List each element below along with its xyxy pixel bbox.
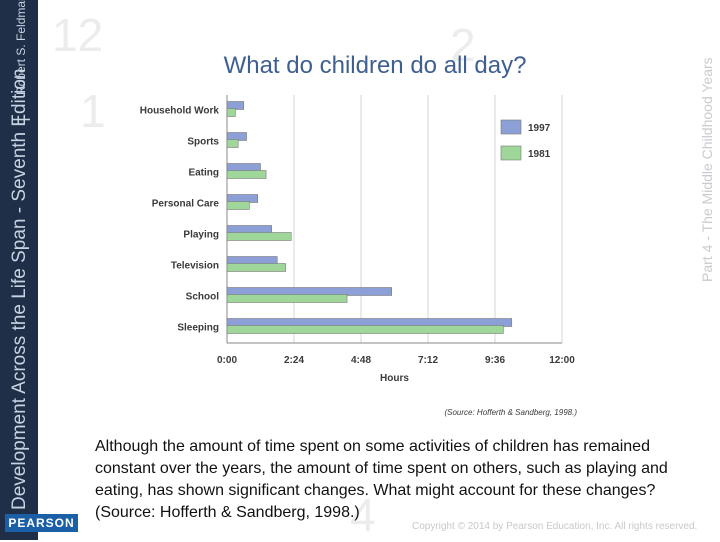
legend-swatch-1997 bbox=[500, 119, 522, 135]
bar-1981 bbox=[226, 263, 286, 272]
pearson-logo: PEARSON bbox=[5, 514, 78, 532]
author-name: Robert S. Feldman bbox=[14, 0, 28, 95]
legend-swatch-1981 bbox=[500, 145, 522, 161]
category-label: Playing bbox=[183, 230, 219, 241]
chart-source-note: (Source: Hofferth & Sandberg, 1998.) bbox=[444, 408, 577, 417]
bar-1981 bbox=[226, 170, 267, 179]
category-label: Household Work bbox=[140, 106, 220, 117]
x-tick-label: 7:12 bbox=[418, 355, 438, 366]
background-number: 4 bbox=[350, 489, 376, 541]
sidebar-separator: | bbox=[10, 117, 31, 122]
legend-label-1997: 1997 bbox=[528, 123, 551, 134]
body-paragraph: Although the amount of time spent on som… bbox=[95, 438, 668, 521]
bar-1981 bbox=[226, 139, 239, 148]
slide-title: What do children do all day? bbox=[223, 52, 527, 79]
category-label: Eating bbox=[188, 168, 219, 179]
x-tick-label: 2:24 bbox=[284, 355, 304, 366]
category-label: Television bbox=[171, 261, 219, 272]
bar-chart: Household Work Sports Eating Personal Care P… bbox=[140, 95, 577, 417]
bar-1981 bbox=[226, 294, 348, 303]
x-tick-label: 9:36 bbox=[485, 355, 505, 366]
x-tick-label: 4:48 bbox=[351, 355, 371, 366]
background-number: 12 bbox=[52, 9, 104, 61]
x-tick-label: 12:00 bbox=[549, 355, 575, 366]
bar-1981 bbox=[226, 232, 292, 241]
category-label: Sports bbox=[187, 137, 219, 148]
category-label: School bbox=[186, 292, 220, 303]
sidebar: Development Across the Life Span - Seven… bbox=[0, 0, 38, 540]
category-label: Personal Care bbox=[152, 199, 220, 210]
legend-label-1981: 1981 bbox=[528, 149, 551, 160]
part-label: Part 4 - The Middle Childhood Years bbox=[699, 57, 715, 282]
bar-1981 bbox=[226, 325, 504, 334]
x-tick-label: 0:00 bbox=[217, 355, 237, 366]
background-number: 2 bbox=[450, 19, 476, 71]
background-number: 1 bbox=[80, 85, 106, 137]
x-axis-label: Hours bbox=[380, 373, 409, 384]
copyright-notice: Copyright © 2014 by Pearson Education, I… bbox=[412, 521, 698, 532]
category-label: Sleeping bbox=[177, 323, 219, 334]
bar-1981 bbox=[226, 201, 250, 210]
bar-1981 bbox=[226, 108, 236, 117]
book-title: Development Across the Life Span - Seven… bbox=[9, 68, 30, 510]
